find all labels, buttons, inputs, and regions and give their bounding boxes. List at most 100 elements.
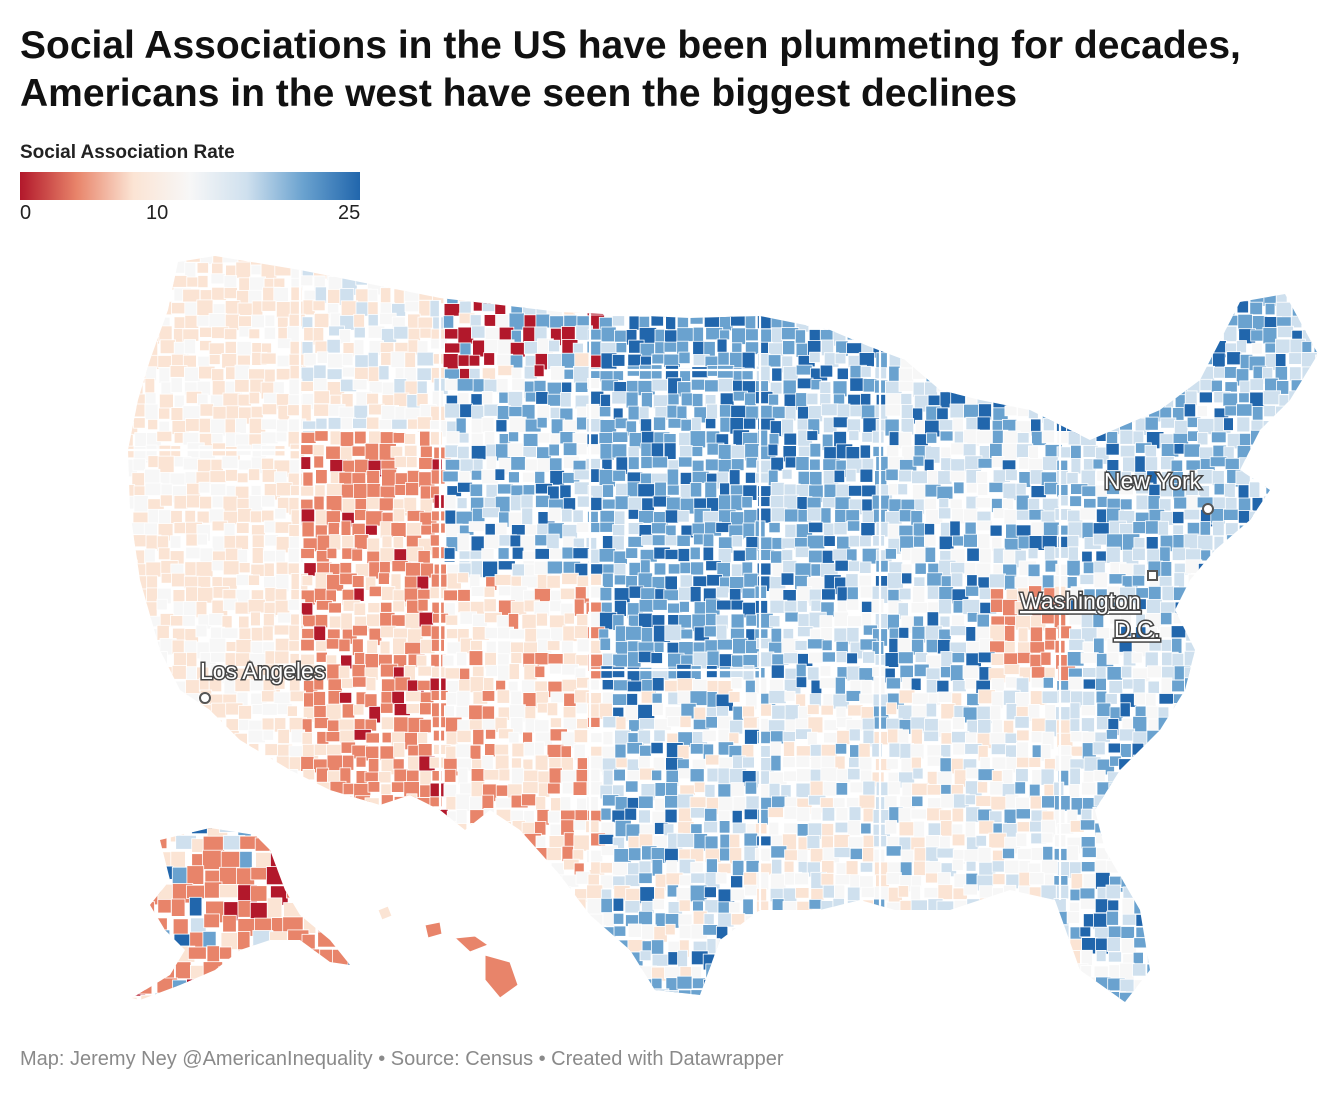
county-cell xyxy=(235,261,252,279)
county-cell xyxy=(572,290,587,307)
county-cell xyxy=(794,546,810,558)
county-cell xyxy=(1223,417,1234,431)
county-cell xyxy=(1044,301,1062,319)
county-cell xyxy=(340,300,359,317)
county-cell xyxy=(1303,546,1318,565)
county-cell xyxy=(326,899,342,918)
county-cell xyxy=(690,861,704,873)
county-cell xyxy=(797,303,812,319)
county-cell xyxy=(887,262,901,274)
county-cell xyxy=(598,834,615,845)
county-cell xyxy=(977,482,989,496)
county-cell xyxy=(261,495,276,508)
county-cell xyxy=(443,368,463,380)
county-cell xyxy=(926,432,938,444)
county-cell xyxy=(588,275,607,293)
county-cell xyxy=(820,507,832,524)
county-cell xyxy=(1027,364,1041,377)
county-cell xyxy=(1185,587,1201,605)
county-cell xyxy=(472,277,487,295)
county-cell xyxy=(795,364,813,376)
county-cell xyxy=(1109,367,1124,384)
county-cell xyxy=(573,913,586,929)
county-cell xyxy=(810,256,827,264)
county-cell xyxy=(1172,256,1185,262)
county-cell xyxy=(719,482,730,496)
county-cell xyxy=(988,481,1006,493)
county-cell xyxy=(613,287,625,300)
county-cell xyxy=(809,924,828,939)
county-cell xyxy=(679,600,690,613)
county-cell xyxy=(638,755,651,769)
legend-gradient-bar xyxy=(20,172,360,200)
county-cell xyxy=(651,677,665,692)
county-cell xyxy=(1237,263,1254,277)
county-cell xyxy=(274,588,288,602)
county-cell xyxy=(966,574,978,588)
county-cell xyxy=(601,679,615,691)
county-cell xyxy=(858,742,871,759)
county-cell xyxy=(1210,326,1222,340)
county-cell xyxy=(442,315,455,329)
county-cell xyxy=(1069,495,1082,507)
county-cell xyxy=(133,795,145,812)
county-cell xyxy=(1278,445,1295,460)
county-cell xyxy=(481,754,494,770)
county-cell xyxy=(940,732,953,745)
county-cell xyxy=(664,624,682,642)
county-cell xyxy=(559,923,574,941)
county-cell xyxy=(676,288,692,304)
county-cell xyxy=(144,690,159,703)
county-cell xyxy=(1316,262,1318,281)
county-cell xyxy=(128,405,137,417)
county-cell xyxy=(796,263,812,281)
county-cell xyxy=(1109,355,1125,368)
county-cell xyxy=(326,886,341,900)
county-cell xyxy=(128,745,133,760)
county-cell xyxy=(1328,575,1340,592)
county-cell xyxy=(1017,353,1031,368)
county-cell xyxy=(807,262,822,275)
county-cell xyxy=(262,625,274,642)
county-cell xyxy=(471,911,486,923)
county-cell xyxy=(222,495,238,513)
county-cell xyxy=(247,598,266,614)
county-cell xyxy=(510,690,523,707)
county-cell xyxy=(833,274,850,289)
county-cell xyxy=(420,264,436,281)
county-cell xyxy=(1211,703,1229,717)
county-cell xyxy=(783,301,797,317)
county-cell xyxy=(535,835,547,849)
county-cell xyxy=(638,910,653,925)
county-cell xyxy=(938,809,952,822)
county-cell xyxy=(1223,508,1239,521)
county-cell xyxy=(730,913,746,926)
county-cell xyxy=(664,509,680,524)
county-cell xyxy=(510,456,526,471)
county-cell xyxy=(823,262,840,279)
county-cell xyxy=(768,393,780,406)
county-cell xyxy=(133,641,147,656)
county-cell xyxy=(1057,290,1075,309)
county-cell xyxy=(1288,823,1306,836)
county-cell xyxy=(654,277,669,295)
county-cell xyxy=(429,782,446,798)
county-cell xyxy=(885,468,899,481)
county-cell xyxy=(238,808,254,824)
county-cell xyxy=(897,651,914,665)
county-cell xyxy=(1263,405,1278,418)
county-cell xyxy=(260,352,277,365)
county-cell xyxy=(664,923,676,936)
county-cell xyxy=(485,885,503,902)
county-cell xyxy=(1304,833,1318,851)
county-cell xyxy=(195,810,209,826)
county-cell xyxy=(1249,256,1264,262)
county-cell xyxy=(523,888,536,902)
county-cell xyxy=(939,256,958,263)
county-cell xyxy=(1135,494,1149,511)
county-cell xyxy=(1330,315,1340,332)
county-cell xyxy=(832,416,849,429)
county-cell xyxy=(966,611,979,623)
county-cell xyxy=(1185,548,1202,561)
county-cell xyxy=(380,256,391,264)
